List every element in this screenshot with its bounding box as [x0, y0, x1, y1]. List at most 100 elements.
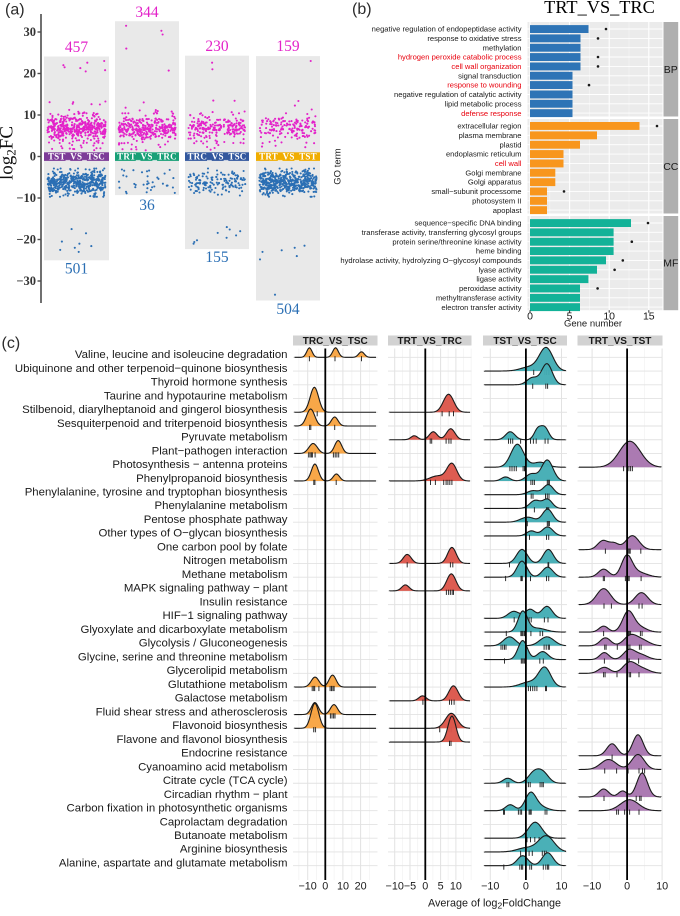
svg-text:TRT_VS_TST: TRT_VS_TST	[259, 151, 317, 161]
svg-text:0: 0	[527, 311, 533, 323]
svg-text:Carbon fixation in photosynthe: Carbon fixation in photosynthetic organi…	[67, 803, 288, 815]
svg-text:155: 155	[205, 249, 229, 266]
svg-text:(c): (c)	[2, 335, 21, 352]
svg-text:Stilbenoid, diarylheptanoid an: Stilbenoid, diarylheptanoid and gingerol…	[22, 404, 288, 416]
svg-text:plasma membrane: plasma membrane	[459, 131, 522, 140]
svg-text:0: 0	[322, 881, 328, 893]
svg-text:response to oxidative stress: response to oxidative stress	[427, 34, 521, 43]
svg-text:hydrolase activity, hydrolyzin: hydrolase activity, hydrolyzing O−glycos…	[340, 256, 521, 265]
svg-text:Other types of O−glycan biosyn: Other types of O−glycan biosynthesis	[99, 528, 288, 540]
svg-text:negative regulation of catalyt: negative regulation of catalytic activit…	[394, 90, 522, 99]
svg-text:Gene number: Gene number	[564, 319, 622, 330]
svg-text:response to wounding: response to wounding	[447, 81, 521, 90]
svg-text:One carbon pool by folate: One carbon pool by folate	[157, 541, 287, 553]
svg-text:Nitrogen metabolism: Nitrogen metabolism	[183, 555, 287, 567]
svg-text:457: 457	[65, 39, 89, 56]
svg-text:TRT_VS_TST: TRT_VS_TST	[589, 336, 652, 347]
svg-text:−10: −10	[386, 881, 404, 893]
svg-text:Flavonoid biosynthesis: Flavonoid biosynthesis	[172, 720, 288, 732]
svg-text:TRT_VS_TRC: TRT_VS_TRC	[544, 0, 655, 17]
svg-text:Cyanoamino acid metabolism: Cyanoamino acid metabolism	[138, 761, 287, 773]
svg-text:0: 0	[624, 881, 630, 893]
svg-text:0: 0	[30, 150, 36, 164]
svg-text:Glycolysis / Gluconeogenesis: Glycolysis / Gluconeogenesis	[139, 638, 288, 650]
svg-text:159: 159	[276, 38, 300, 55]
svg-text:methylation: methylation	[483, 43, 522, 52]
svg-text:Ubiquinone and other terpenoid: Ubiquinone and other terpenoid−quinone b…	[15, 363, 288, 375]
svg-text:0: 0	[523, 881, 529, 893]
svg-text:504: 504	[276, 301, 300, 318]
svg-text:ligase activity: ligase activity	[476, 275, 521, 284]
svg-text:Methane metabolism: Methane metabolism	[182, 569, 288, 581]
svg-text:electron transfer activity: electron transfer activity	[441, 303, 521, 312]
svg-text:Fluid shear stress and atheros: Fluid shear stress and atherosclerosis	[96, 706, 288, 718]
svg-text:apoplast: apoplast	[493, 206, 523, 215]
svg-text:10: 10	[603, 311, 615, 323]
svg-text:10: 10	[24, 108, 37, 122]
svg-text:lyase activity: lyase activity	[478, 265, 521, 274]
svg-text:Phenylalanine metabolism: Phenylalanine metabolism	[155, 500, 288, 512]
svg-text:−10: −10	[583, 881, 601, 893]
svg-text:36: 36	[139, 197, 155, 214]
svg-text:Golgi apparatus: Golgi apparatus	[468, 178, 522, 187]
svg-text:plastid: plastid	[500, 140, 522, 149]
svg-text:defense response: defense response	[461, 109, 521, 118]
svg-text:0: 0	[422, 881, 428, 893]
svg-text:Circadian rhythm − plant: Circadian rhythm − plant	[164, 789, 289, 801]
svg-text:GO term: GO term	[333, 148, 344, 185]
svg-text:TST_VS_TSC: TST_VS_TSC	[493, 336, 556, 347]
svg-text:Citrate cycle (TCA cycle): Citrate cycle (TCA cycle)	[163, 775, 288, 787]
svg-text:10: 10	[450, 881, 462, 893]
svg-text:10: 10	[555, 881, 567, 893]
svg-text:sequence−specific DNA binding: sequence−specific DNA binding	[414, 219, 521, 228]
svg-text:Alanine, aspartate and glutama: Alanine, aspartate and glutamate metabol…	[59, 857, 288, 869]
svg-text:Sesquiterpenoid and triterpeno: Sesquiterpenoid and triterpenoid biosynt…	[57, 418, 288, 430]
svg-text:Golgi membrane: Golgi membrane	[465, 168, 521, 177]
svg-text:Insulin resistance: Insulin resistance	[199, 596, 287, 608]
svg-text:−30: −30	[16, 274, 36, 288]
svg-text:cell wall: cell wall	[495, 159, 522, 168]
svg-text:10: 10	[656, 881, 668, 893]
svg-text:10: 10	[337, 881, 349, 893]
svg-text:−10: −10	[481, 881, 499, 893]
svg-text:Arginine biosynthesis: Arginine biosynthesis	[180, 844, 288, 856]
svg-text:small−subunit processome: small−subunit processome	[431, 187, 521, 196]
svg-text:Pyruvate metabolism: Pyruvate metabolism	[181, 432, 287, 444]
svg-text:Glyoxylate and dicarboxylate m: Glyoxylate and dicarboxylate metabolism	[80, 624, 287, 636]
svg-text:Phenylalanine, tyrosine and tr: Phenylalanine, tyrosine and tryptophan b…	[25, 487, 288, 499]
svg-text:HIF−1 signaling pathway: HIF−1 signaling pathway	[162, 610, 287, 622]
svg-text:Glutathione metabolism: Glutathione metabolism	[168, 679, 288, 691]
svg-text:endoplasmic reticulum: endoplasmic reticulum	[446, 150, 522, 159]
svg-text:TRT_VS_TRC: TRT_VS_TRC	[117, 151, 177, 161]
svg-text:Butanoate metabolism: Butanoate metabolism	[174, 830, 287, 842]
svg-text:Pentose phosphate pathway: Pentose phosphate pathway	[144, 514, 288, 526]
svg-text:cell wall organization: cell wall organization	[451, 62, 521, 71]
svg-text:CC: CC	[663, 161, 679, 173]
svg-text:20: 20	[355, 881, 367, 893]
svg-text:peroxidase activity: peroxidase activity	[459, 284, 522, 293]
svg-text:Taurine and hypotaurine metabo: Taurine and hypotaurine metabolism	[104, 390, 288, 402]
svg-text:photosystem II: photosystem II	[472, 196, 521, 205]
svg-text:344: 344	[135, 4, 159, 21]
svg-text:Glycine, serine and threonine: Glycine, serine and threonine metabolism	[78, 651, 288, 663]
svg-text:Glycerolipid metabolism: Glycerolipid metabolism	[167, 665, 288, 677]
svg-text:TRC_VS_TSC: TRC_VS_TSC	[303, 336, 368, 347]
svg-text:heme binding: heme binding	[476, 247, 522, 256]
svg-text:hydrogen peroxide catabolic pr: hydrogen peroxide catabolic process	[398, 53, 522, 62]
svg-text:Valine, leucine and isoleucine: Valine, leucine and isoleucine degradati…	[75, 349, 288, 361]
svg-text:extracellular region: extracellular region	[457, 122, 521, 131]
svg-text:TRT_VS_TRC: TRT_VS_TRC	[398, 336, 462, 347]
svg-text:Galactose metabolism: Galactose metabolism	[175, 693, 288, 705]
svg-text:negative regulation of endopep: negative regulation of endopeptidase act…	[372, 25, 522, 34]
svg-text:Thyroid hormone synthesis: Thyroid hormone synthesis	[151, 377, 288, 389]
svg-text:Plant−pathogen interaction: Plant−pathogen interaction	[152, 445, 288, 457]
svg-text:lipid metabolic process: lipid metabolic process	[445, 99, 522, 108]
svg-text:−5: −5	[404, 881, 416, 893]
svg-text:protein serine/threonine kinas: protein serine/threonine kinase activity	[392, 237, 521, 246]
svg-text:(b): (b)	[352, 1, 372, 18]
svg-text:Photosynthesis − antenna prote: Photosynthesis − antenna proteins	[112, 459, 287, 471]
svg-text:5: 5	[438, 881, 444, 893]
svg-text:15: 15	[643, 311, 655, 323]
svg-text:Phenylpropanoid biosynthesis: Phenylpropanoid biosynthesis	[136, 473, 288, 485]
svg-text:230: 230	[205, 38, 229, 55]
